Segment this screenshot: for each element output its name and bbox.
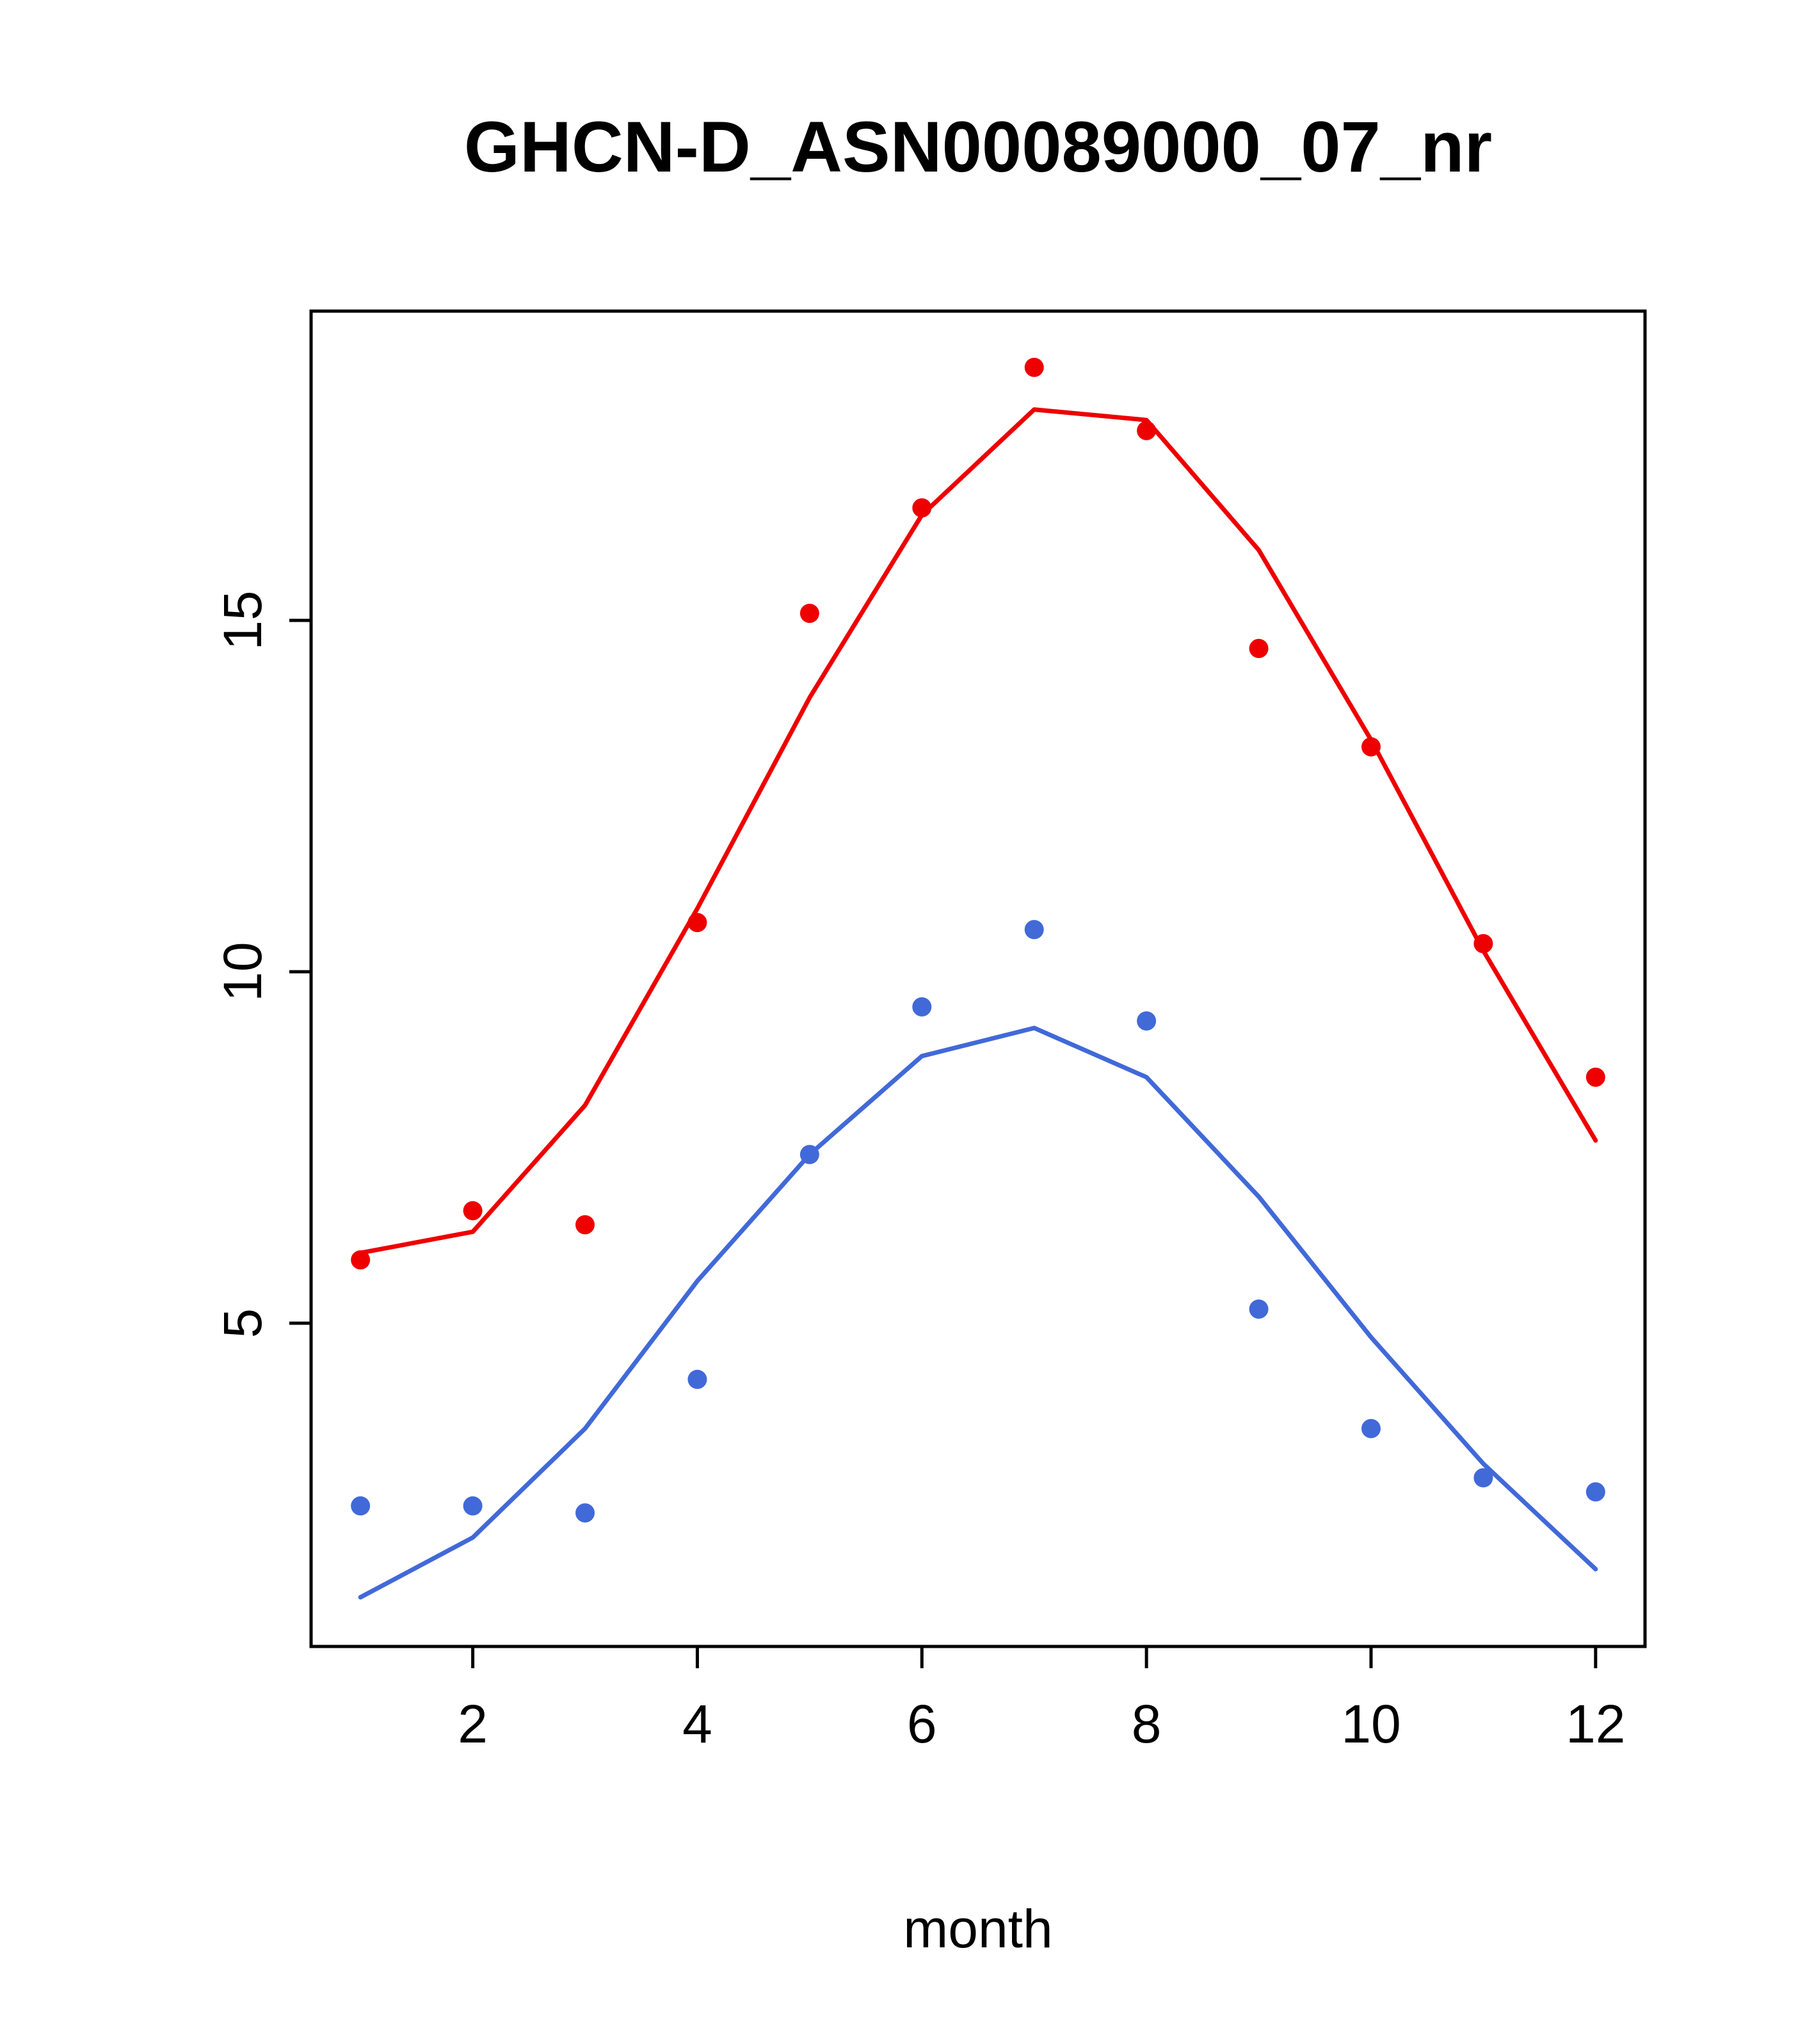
x-axis: 2 4 6 8 10 12 xyxy=(458,1646,1626,1754)
blue-points-marker xyxy=(687,1369,707,1389)
x-tick-label: 2 xyxy=(458,1694,488,1754)
red-points-marker xyxy=(575,1215,595,1235)
chart-title: GHCN-D_ASN00089000_07_nr xyxy=(464,107,1492,187)
blue-points-marker xyxy=(1585,1482,1605,1502)
x-tick-label: 10 xyxy=(1341,1694,1401,1754)
blue-line xyxy=(358,1026,1598,1600)
x-tick-label: 6 xyxy=(907,1694,937,1754)
blue-points-marker xyxy=(1249,1300,1269,1319)
blue-points xyxy=(351,920,1605,1523)
blue-points-marker xyxy=(1024,920,1044,940)
plot-frame xyxy=(309,309,1647,1648)
red-points-marker xyxy=(1024,357,1044,377)
y-axis: 5 10 15 xyxy=(213,590,311,1338)
red-points-marker xyxy=(799,604,819,624)
blue-points-marker xyxy=(1473,1468,1493,1488)
x-tick-label: 8 xyxy=(1132,1694,1162,1754)
blue-points-marker xyxy=(1361,1419,1381,1438)
data-series xyxy=(351,357,1605,1600)
x-tick-label: 12 xyxy=(1566,1694,1625,1754)
x-tick-label: 4 xyxy=(682,1694,712,1754)
red-line xyxy=(358,407,1598,1255)
y-tick-label: 15 xyxy=(213,590,273,650)
red-points-marker xyxy=(351,1250,371,1270)
blue-points-marker xyxy=(463,1496,483,1516)
y-tick-label: 10 xyxy=(213,942,273,1001)
y-tick-label: 5 xyxy=(213,1308,273,1339)
x-axis-title: month xyxy=(903,1899,1052,1959)
red-points xyxy=(351,357,1605,1270)
red-points-marker xyxy=(1585,1067,1605,1087)
red-points-marker xyxy=(463,1201,483,1221)
red-points-marker xyxy=(1249,638,1269,658)
blue-points-marker xyxy=(912,997,932,1017)
blue-points-marker xyxy=(575,1503,595,1523)
blue-points-marker xyxy=(1137,1011,1157,1031)
plot-box xyxy=(309,309,1647,1648)
blue-points-marker xyxy=(351,1496,371,1516)
